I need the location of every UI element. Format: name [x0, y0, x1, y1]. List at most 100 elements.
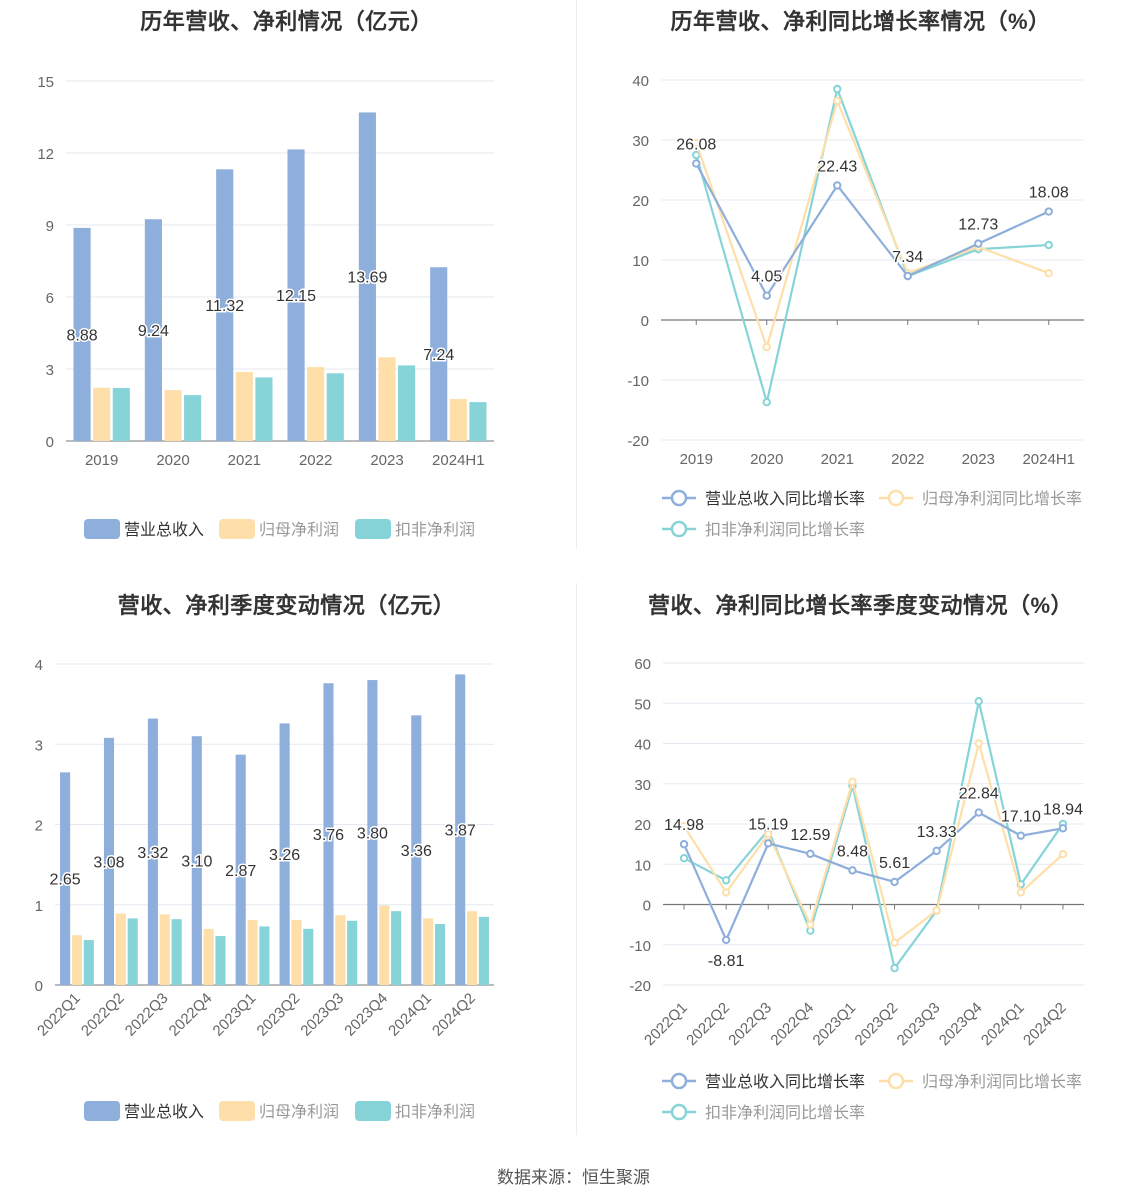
data-point	[762, 398, 771, 407]
annual-growth-chart: -20 -10 0 10 20 30 40 26.08 4.05 22.43 7.34 12.73 18…	[627, 73, 1084, 539]
bar	[287, 149, 305, 441]
legend-label: 归母净利润同比增长率	[922, 490, 1082, 508]
data-label: 12.73	[958, 217, 998, 234]
data-point	[974, 697, 983, 706]
bar	[127, 918, 138, 985]
data-label: 11.32	[205, 298, 244, 315]
legend-marker	[670, 1072, 688, 1090]
data-point	[890, 938, 899, 947]
x-tick-label: 2023Q4	[936, 999, 986, 1049]
data-label: 14.98	[664, 817, 704, 834]
series-line	[682, 811, 1064, 943]
y-tick-label: 30	[634, 777, 651, 794]
y-tick-label: -10	[629, 938, 651, 955]
data-point	[764, 839, 773, 848]
data-point	[833, 181, 842, 190]
y-tick-label: 40	[632, 73, 649, 90]
data-point	[833, 84, 842, 94]
x-tick-label: 2022Q4	[767, 999, 817, 1049]
bar	[291, 919, 302, 985]
bar	[367, 680, 378, 985]
y-tick-label: 3	[35, 737, 43, 754]
series-line	[695, 162, 1050, 298]
data-point	[692, 159, 701, 168]
data-label: 3.80	[357, 826, 388, 843]
legend-label: 营业总收入同比增长率	[705, 1073, 865, 1091]
x-tick-label: 2024Q2	[429, 990, 479, 1040]
data-label: 4.05	[751, 269, 782, 286]
bar	[73, 227, 91, 441]
bar	[335, 915, 346, 985]
data-label: 2.87	[225, 863, 256, 880]
legend-marker	[670, 520, 688, 538]
quarterly-growth-panel: 营收、净利同比增长率季度变动情况（%） -20 -10 0 10 20 30 40 50 60 1…	[574, 583, 1147, 1166]
data-label: 26.08	[676, 137, 716, 154]
x-tick-label: 2019	[680, 451, 713, 468]
data-point	[1044, 269, 1053, 278]
bar	[323, 683, 334, 985]
data-label: 8.88	[66, 327, 97, 344]
bar	[478, 916, 489, 985]
x-tick-label: 2022Q3	[122, 990, 172, 1040]
legend-swatch	[84, 519, 120, 539]
bar	[247, 919, 258, 985]
bar	[303, 928, 314, 985]
legend-swatch	[355, 519, 391, 539]
data-point	[932, 906, 941, 915]
legend-label: 扣非净利润	[395, 521, 475, 539]
data-point	[762, 291, 771, 300]
data-point	[1044, 240, 1053, 250]
data-point	[764, 829, 773, 839]
data-label: 17.10	[1001, 809, 1041, 826]
bar	[60, 772, 71, 985]
data-point	[762, 342, 771, 352]
series-line	[683, 739, 1064, 945]
bar	[378, 357, 396, 441]
annual-amount-chart: 0 3 6 9 12 15 8.88 9.24 11.32 12.15 13.69 7.24 2019 2…	[37, 74, 494, 539]
bar	[467, 911, 478, 985]
annual-amount-title: 历年营收、净利情况（亿元）	[140, 9, 433, 34]
bar	[147, 718, 158, 985]
y-tick-label: 15	[37, 74, 54, 91]
data-label: 3.76	[313, 827, 344, 844]
x-tick-label: 2022Q1	[34, 990, 84, 1040]
data-label: 9.24	[138, 323, 169, 340]
quarterly-amount-chart: 0 1 2 3 4 2.65 3.08 3.32 3.10 2.87 3.26 3.76 3.80 3.3…	[34, 657, 494, 1121]
y-tick-label: 4	[35, 657, 43, 674]
bar	[391, 911, 402, 985]
bar	[93, 387, 111, 441]
data-point	[679, 854, 689, 863]
data-point	[903, 271, 912, 281]
legend-label: 营业总收入	[124, 1103, 204, 1121]
bar	[455, 674, 466, 985]
data-label: 12.59	[790, 827, 830, 844]
x-tick-label: 2022	[299, 452, 332, 469]
data-label: 3.26	[269, 847, 300, 864]
data-label: 15.19	[748, 816, 788, 833]
x-tick-label: 2023Q2	[254, 990, 304, 1040]
legend-label: 扣非净利润	[395, 1103, 475, 1121]
legend-marker	[887, 489, 905, 507]
y-tick-label: 20	[634, 817, 651, 834]
x-tick-label: 2024H1	[1022, 451, 1075, 468]
bar	[235, 371, 253, 441]
legend-swatch	[355, 1101, 391, 1121]
bar	[434, 924, 446, 985]
x-tick-label: 2023Q1	[210, 990, 260, 1040]
data-point	[679, 840, 689, 849]
bar	[159, 914, 170, 985]
annual-growth-panel: 历年营收、净利同比增长率情况（%） -20 -10 0 10 20 30 40 26.08 4.…	[574, 0, 1147, 583]
data-point	[692, 138, 701, 148]
data-label: 3.10	[181, 854, 212, 871]
data-label: 22.43	[817, 158, 857, 175]
bar	[215, 936, 226, 985]
bar	[326, 373, 344, 441]
data-source-note: 数据来源：恒生聚源	[497, 1168, 650, 1187]
x-tick-label: 2024Q1	[978, 999, 1028, 1049]
data-point	[679, 821, 689, 831]
legend-label: 营业总收入同比增长率	[705, 490, 865, 508]
legend-label: 营业总收入	[124, 521, 204, 539]
data-point	[1016, 888, 1026, 897]
x-tick-label: 2023Q1	[810, 999, 860, 1049]
data-point	[721, 888, 731, 897]
